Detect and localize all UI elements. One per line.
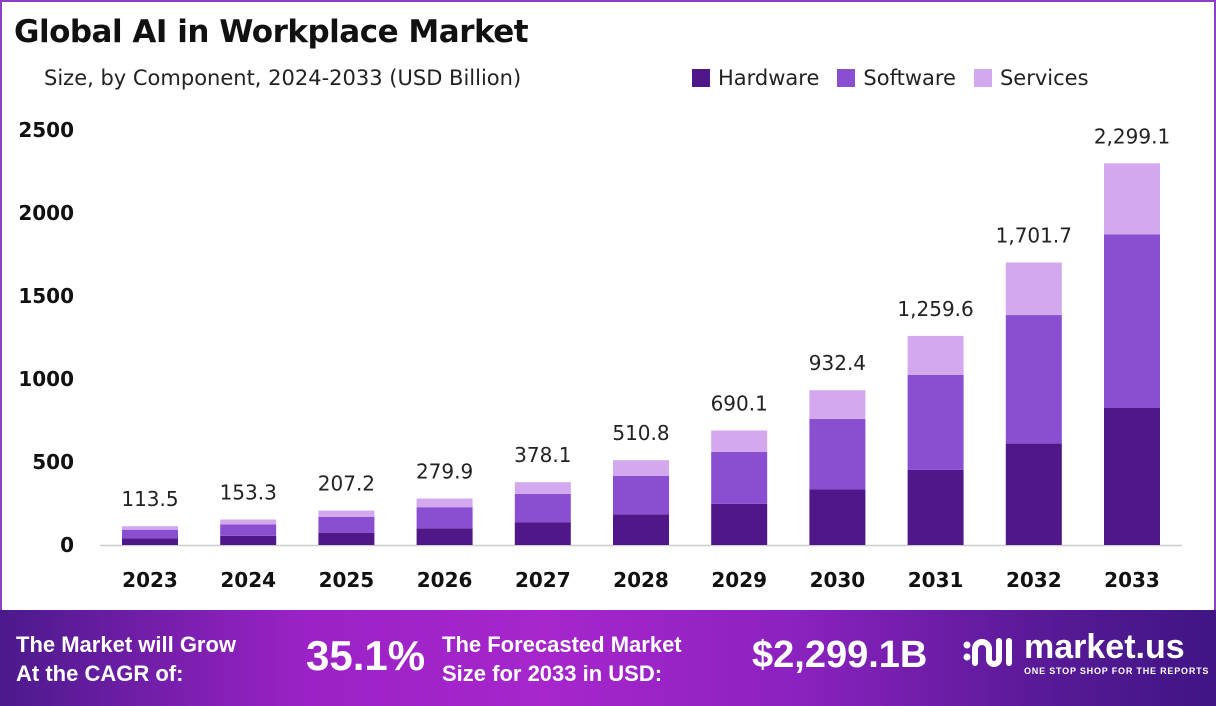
- cagr-label-line: The Market will Grow: [16, 632, 237, 657]
- total-label: 1,259.6: [897, 297, 973, 321]
- legend-label: Software: [863, 66, 956, 90]
- total-label: 207.2: [318, 472, 375, 496]
- chart-title: Global AI in Workplace Market: [14, 14, 529, 50]
- x-tick-label: 2032: [1006, 568, 1062, 592]
- bar-segment-hardware: [514, 522, 571, 545]
- bar-segment-services: [514, 482, 571, 494]
- cagr-label: The Market will Grow At the CAGR of:: [16, 630, 236, 688]
- bar-segment-hardware: [220, 535, 277, 545]
- x-tick-label: 2029: [711, 568, 767, 592]
- x-tick-label: 2030: [810, 568, 866, 592]
- legend-swatch-services: [973, 69, 992, 87]
- bar-segment-software: [318, 516, 375, 533]
- forecast-label: The Forecasted Market Size for 2033 in US…: [442, 630, 682, 688]
- total-label: 378.1: [514, 443, 571, 467]
- total-label: 932.4: [809, 351, 866, 375]
- x-tick-label: 2027: [515, 568, 571, 592]
- bar-segment-hardware: [416, 528, 473, 545]
- bar-segment-software: [711, 451, 768, 504]
- x-tick-label: 2028: [613, 568, 669, 592]
- x-tick-label: 2025: [319, 568, 375, 592]
- total-label: 153.3: [220, 481, 277, 505]
- bar-segment-services: [907, 335, 964, 375]
- total-label: 510.8: [612, 421, 669, 445]
- legend-swatch-software: [837, 69, 856, 87]
- bar-chart: 0 500 1000 1500 2000 2500 113.5 2023 153.3 2024 20…: [18, 118, 1182, 592]
- x-tick-label: 2033: [1104, 568, 1160, 592]
- bar-segment-services: [1104, 163, 1160, 235]
- y-tick-label: 1500: [18, 284, 74, 308]
- legend-label: Services: [999, 66, 1089, 90]
- brand-logo-icon: [963, 638, 1012, 667]
- y-tick-label: 1000: [18, 367, 74, 391]
- bar-segment-software: [122, 529, 178, 539]
- cagr-label-line: At the CAGR of:: [16, 661, 184, 686]
- bar-segment-software: [1104, 234, 1160, 408]
- total-label: 2,299.1: [1094, 124, 1170, 148]
- bar-segment-services: [1005, 262, 1062, 316]
- bar-segment-software: [809, 419, 866, 490]
- x-tick-label: 2026: [417, 568, 473, 592]
- legend-label: Hardware: [718, 66, 820, 90]
- bar-segment-hardware: [318, 532, 375, 545]
- total-label: 279.9: [416, 460, 473, 484]
- bar-segment-software: [907, 374, 964, 470]
- bar-segment-software: [613, 475, 669, 515]
- bar-segment-hardware: [711, 503, 768, 545]
- chart-subtitle: Size, by Component, 2024-2033 (USD Billi…: [44, 66, 522, 90]
- bar-segment-hardware: [1005, 443, 1062, 545]
- bar-segment-software: [220, 524, 277, 536]
- total-label: 113.5: [121, 487, 178, 511]
- bar-segment-services: [220, 519, 277, 525]
- brand-name: market.us: [1024, 628, 1185, 666]
- bar-segment-services: [122, 526, 178, 530]
- bar-segment-hardware: [809, 489, 866, 545]
- total-label: 690.1: [711, 391, 768, 415]
- y-tick-label: 2500: [18, 118, 74, 142]
- bar-segment-services: [416, 498, 473, 508]
- brand-tagline: ONE STOP SHOP FOR THE REPORTS: [1024, 666, 1210, 676]
- y-tick-label: 500: [32, 450, 74, 474]
- y-tick-label: 2000: [18, 201, 74, 225]
- bar-segment-software: [416, 507, 473, 529]
- bar-segment-software: [514, 493, 571, 523]
- bar-segment-services: [613, 460, 669, 476]
- legend-item-services: Services: [973, 66, 1089, 90]
- bar-segment-hardware: [1104, 407, 1160, 545]
- forecast-label-line: Size for 2033 in USD:: [442, 661, 663, 686]
- x-tick-label: 2023: [122, 568, 178, 592]
- x-tick-label: 2031: [908, 568, 964, 592]
- bar-segment-software: [1005, 315, 1062, 444]
- forecast-label-line: The Forecasted Market: [442, 632, 682, 657]
- forecast-value: $2,299.1B: [752, 634, 928, 676]
- bar-segment-services: [318, 510, 375, 517]
- bar-segment-hardware: [613, 514, 669, 545]
- bar-segment-hardware: [907, 469, 964, 545]
- x-tick-label: 2024: [220, 568, 276, 592]
- brand-logo: market.us ONE STOP SHOP FOR THE REPORTS: [962, 630, 1209, 676]
- bar-segment-hardware: [122, 538, 178, 545]
- cagr-value: 35.1%: [306, 632, 426, 679]
- bar-segment-services: [711, 430, 768, 452]
- legend-item-software: Software: [837, 66, 956, 90]
- total-label: 1,701.7: [996, 224, 1072, 248]
- bar-segment-services: [809, 390, 866, 420]
- y-tick-label: 0: [60, 533, 74, 557]
- chart-frame: [0, 0, 1216, 612]
- legend: Hardware Software Services: [692, 66, 1089, 90]
- legend-swatch-hardware: [692, 69, 710, 87]
- legend-item-hardware: Hardware: [692, 66, 819, 90]
- footer-banner: The Market will Grow At the CAGR of: 35.1…: [0, 610, 1216, 706]
